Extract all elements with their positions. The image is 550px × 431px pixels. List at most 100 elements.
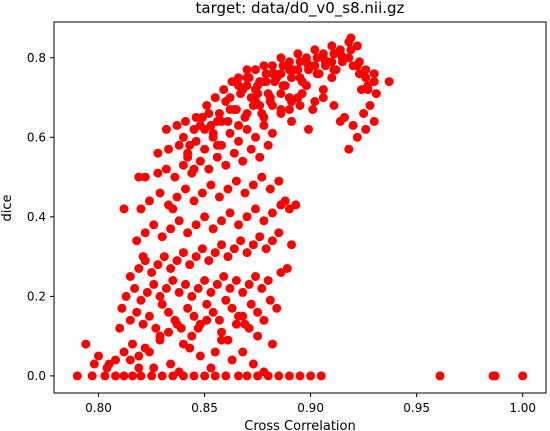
- data-point: [435, 371, 445, 381]
- data-point: [170, 315, 180, 325]
- data-point: [187, 331, 197, 341]
- data-point: [195, 120, 205, 130]
- data-point: [352, 41, 362, 51]
- data-point: [229, 105, 239, 114]
- data-point: [259, 315, 269, 325]
- data-point: [253, 89, 263, 99]
- data-point: [246, 299, 256, 309]
- data-point: [219, 85, 229, 95]
- data-point: [293, 49, 303, 59]
- data-point: [282, 264, 292, 273]
- data-point: [384, 77, 394, 87]
- x-tick-label: 0.90: [297, 401, 324, 415]
- data-point: [212, 279, 222, 289]
- data-point: [81, 339, 91, 349]
- data-point: [204, 109, 214, 118]
- data-point: [136, 204, 146, 214]
- data-point: [276, 89, 286, 99]
- data-point: [369, 116, 379, 126]
- data-point: [168, 276, 178, 285]
- data-point: [304, 124, 313, 134]
- data-point: [265, 93, 275, 103]
- data-point: [242, 81, 252, 91]
- data-point: [295, 73, 305, 83]
- data-point: [189, 196, 199, 206]
- data-point: [151, 323, 161, 333]
- data-point: [155, 291, 165, 301]
- data-point: [176, 323, 186, 333]
- data-point: [161, 124, 171, 134]
- data-point: [255, 101, 265, 110]
- data-point: [344, 53, 354, 63]
- data-point: [111, 355, 120, 365]
- x-axis-label: Cross Correlation: [244, 419, 355, 431]
- data-point: [267, 101, 277, 110]
- data-point: [276, 109, 286, 118]
- data-point: [202, 101, 212, 110]
- data-point: [142, 287, 152, 297]
- data-point: [94, 351, 103, 361]
- data-point: [183, 303, 193, 313]
- data-point: [295, 101, 305, 110]
- data-point: [138, 252, 148, 262]
- data-point: [134, 351, 144, 361]
- data-point: [149, 363, 159, 373]
- data-point: [191, 252, 201, 262]
- data-point: [214, 192, 224, 202]
- data-point: [310, 97, 320, 106]
- data-point: [181, 279, 190, 289]
- data-point: [225, 208, 235, 218]
- data-point: [242, 248, 252, 258]
- data-point: [125, 272, 135, 281]
- plot-frame: [53, 21, 547, 394]
- data-point: [181, 116, 190, 126]
- data-point: [320, 57, 330, 67]
- data-point: [138, 319, 148, 329]
- data-point: [174, 367, 184, 377]
- data-point: [134, 264, 144, 273]
- data-point: [164, 144, 173, 154]
- data-point: [284, 57, 294, 67]
- data-point: [204, 164, 214, 174]
- data-point: [189, 311, 199, 321]
- data-point: [236, 236, 246, 246]
- data-point: [202, 299, 212, 309]
- data-point: [238, 347, 248, 357]
- data-point: [234, 220, 243, 230]
- data-point: [287, 65, 296, 75]
- data-point: [185, 260, 195, 270]
- data-point: [189, 371, 199, 381]
- data-point: [136, 295, 146, 305]
- x-tick-label: 0.80: [85, 401, 112, 415]
- data-point: [200, 371, 210, 381]
- data-point: [346, 33, 356, 43]
- data-point: [193, 283, 203, 293]
- data-point: [234, 311, 243, 321]
- data-point: [164, 327, 173, 337]
- data-point: [128, 339, 137, 349]
- data-point: [274, 371, 284, 381]
- data-point: [115, 323, 125, 333]
- data-point: [316, 371, 326, 381]
- data-point: [161, 283, 171, 293]
- data-point: [329, 101, 339, 110]
- data-point: [208, 128, 218, 138]
- data-point: [217, 240, 226, 250]
- data-point: [178, 248, 188, 258]
- data-point: [242, 65, 252, 75]
- data-point: [197, 244, 207, 254]
- data-point: [340, 112, 349, 122]
- data-point: [236, 89, 246, 99]
- data-point: [200, 212, 210, 222]
- data-point: [223, 252, 233, 262]
- data-point: [210, 248, 220, 258]
- data-point: [329, 49, 339, 59]
- data-point: [291, 200, 301, 210]
- data-point: [159, 252, 169, 262]
- data-point: [257, 283, 267, 293]
- data-point: [274, 176, 284, 186]
- data-point: [217, 327, 226, 337]
- data-point: [267, 61, 277, 71]
- x-tick-label: 1.00: [509, 401, 536, 415]
- data-point: [327, 41, 337, 51]
